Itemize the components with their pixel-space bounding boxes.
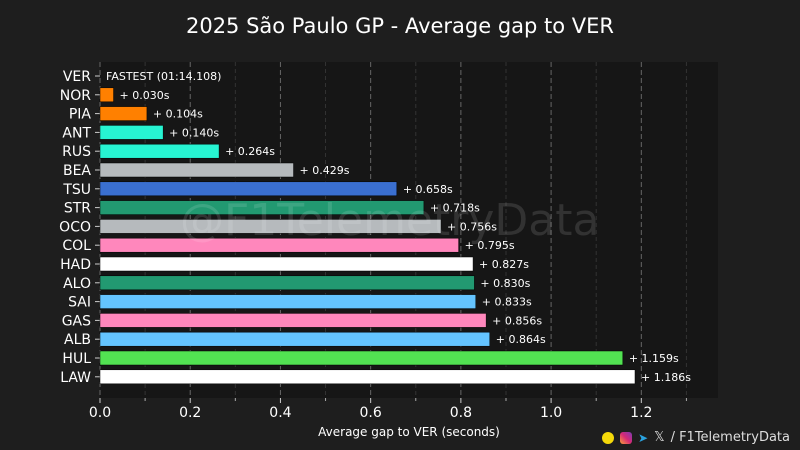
bar-value-label: + 0.864s <box>496 333 546 346</box>
bar-tsu <box>99 181 398 197</box>
y-tick-label: OCO <box>59 219 91 235</box>
y-tick-label: COL <box>62 238 91 254</box>
bar-oco <box>99 219 442 234</box>
footer: ➤ 𝕏 / F1TelemetryData <box>602 430 790 445</box>
instagram-icon <box>620 431 633 444</box>
x-tick-label: 0.0 <box>89 405 111 421</box>
bar-value-label: + 0.104s <box>153 108 203 121</box>
bar-alb <box>99 331 490 347</box>
bar-value-label: + 0.429s <box>300 164 350 177</box>
x-tick-label: 0.8 <box>450 405 472 421</box>
bar-gas <box>99 313 487 328</box>
bar-value-label: + 0.718s <box>430 202 480 215</box>
bar-hul <box>99 350 624 366</box>
y-tick-label: VER <box>63 69 91 85</box>
x-tick-label: 0.6 <box>360 405 382 421</box>
chart-title: 2025 São Paulo GP - Average gap to VER <box>185 14 615 38</box>
y-tick-label: NOR <box>60 88 91 104</box>
telegram-icon: ➤ <box>638 430 649 445</box>
bar-bea <box>99 162 294 178</box>
y-tick-label: TSU <box>62 182 91 198</box>
bar-rus <box>99 143 220 159</box>
y-tick-label: GAS <box>62 313 91 329</box>
y-tick-label: STR <box>64 201 91 217</box>
bar-value-label: + 1.186s <box>641 371 691 384</box>
y-tick-label: PIA <box>69 107 92 123</box>
y-tick-label: HUL <box>62 351 91 367</box>
bar-value-label: + 0.795s <box>465 239 515 252</box>
bar-value-label: + 0.030s <box>120 89 170 102</box>
y-tick-label: SAI <box>68 295 91 311</box>
bar-value-label: + 0.264s <box>225 145 275 158</box>
bar-pia <box>99 106 148 121</box>
bar-value-label: + 1.159s <box>629 352 679 365</box>
fastest-label: FASTEST (01:14.108) <box>106 70 221 83</box>
bar-value-label: + 0.856s <box>492 314 542 327</box>
bar-sai <box>99 294 477 309</box>
bar-value-label: + 0.830s <box>480 277 530 290</box>
bar-value-label: + 0.140s <box>169 126 219 139</box>
y-tick-label: RUS <box>62 144 91 160</box>
bar-value-label: + 0.658s <box>403 183 453 196</box>
bar-value-label: + 0.833s <box>482 296 532 309</box>
bar-alo <box>99 275 475 291</box>
x-icon: 𝕏 <box>654 430 665 445</box>
bar-had <box>99 256 474 272</box>
bar-nor <box>99 87 114 103</box>
y-tick-label: HAD <box>60 257 91 273</box>
y-tick-label: BEA <box>63 163 91 179</box>
y-tick-label: LAW <box>60 370 91 386</box>
x-tick-label: 1.0 <box>540 405 562 421</box>
y-tick-label: ALO <box>63 276 91 292</box>
bar-value-label: + 0.827s <box>479 258 529 271</box>
y-tick-label: ALB <box>64 332 91 348</box>
bar-ant <box>99 125 164 140</box>
bar-str <box>99 200 425 215</box>
x-axis-label: Average gap to VER (seconds) <box>318 425 500 439</box>
bar-value-label: + 0.756s <box>447 220 497 233</box>
snapchat-icon <box>602 431 615 444</box>
footer-handle: / F1TelemetryData <box>670 430 790 445</box>
x-tick-label: 0.2 <box>179 405 201 421</box>
y-tick-label: ANT <box>62 125 91 141</box>
x-tick-label: 1.2 <box>630 405 652 421</box>
bar-col <box>99 237 459 253</box>
bar-law <box>99 369 636 385</box>
x-tick-label: 0.4 <box>269 405 291 421</box>
